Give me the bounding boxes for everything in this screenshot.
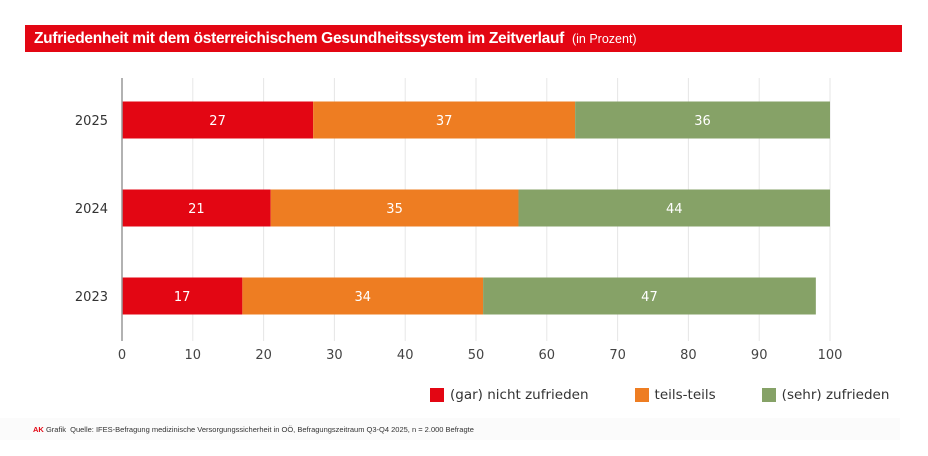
- bar-segment: [575, 101, 830, 139]
- legend-label: (sehr) zufrieden: [781, 387, 890, 403]
- legend: (gar) nicht zufrieden teils-teils (sehr)…: [430, 387, 889, 403]
- chart-title: Zufriedenheit mit dem österreichischem G…: [34, 29, 564, 47]
- bar-value-label: 36: [694, 114, 711, 129]
- bar-segment: [122, 277, 243, 315]
- bar-value-label: 17: [174, 290, 191, 305]
- bar-segment: [483, 277, 816, 315]
- legend-item-nicht-zufrieden: (gar) nicht zufrieden: [430, 387, 589, 403]
- legend-label: (gar) nicht zufrieden: [450, 387, 589, 403]
- bar-value-label: 44: [666, 202, 683, 217]
- footer-band: [0, 418, 900, 440]
- bar-segment: [122, 189, 271, 227]
- bar-value-label: 47: [641, 290, 658, 305]
- y-category-label: 2024: [75, 202, 108, 217]
- axes: 0 10 20 30 40 50 60 70 80 90 100 2025 2024 2023: [75, 78, 843, 363]
- bars: 27 37 36 21 35 44 17 34 47: [122, 101, 830, 315]
- bar-segment: [518, 189, 830, 227]
- bar-value-label: 35: [386, 202, 403, 217]
- legend-label: teils-teils: [654, 387, 716, 403]
- legend-item-zufrieden: (sehr) zufrieden: [761, 387, 890, 403]
- bar-value-label: 37: [436, 114, 453, 129]
- legend-swatch-green: [761, 388, 776, 402]
- x-tick-label: 30: [326, 348, 343, 363]
- legend-swatch-orange: [634, 388, 649, 402]
- footer-source: AK Grafik Quelle: IFES-Befragung medizin…: [33, 425, 474, 434]
- x-tick-label: 80: [680, 348, 697, 363]
- footer-label: Grafik: [45, 425, 66, 434]
- y-category-label: 2023: [75, 290, 108, 305]
- ak-logo-text: AK: [33, 425, 44, 434]
- chart-title-bar: Zufriedenheit mit dem österreichischem G…: [25, 25, 902, 52]
- x-tick-label: 60: [539, 348, 556, 363]
- y-category-label: 2025: [75, 114, 108, 129]
- bar-segment: [242, 277, 484, 315]
- bar-value-label: 34: [354, 290, 371, 305]
- x-tick-label: 90: [751, 348, 768, 363]
- x-tick-label: 70: [609, 348, 626, 363]
- bar-segment: [122, 101, 314, 139]
- x-tick-label: 40: [397, 348, 414, 363]
- x-tick-label: 10: [185, 348, 202, 363]
- legend-item-teils: teils-teils: [634, 387, 716, 403]
- bar-value-label: 21: [188, 202, 205, 217]
- footer-source-text: Quelle: IFES-Befragung medizinische Vers…: [70, 425, 474, 434]
- legend-swatch-red: [430, 388, 444, 402]
- x-tick-label: 100: [818, 348, 843, 363]
- bar-segment: [313, 101, 576, 139]
- chart-subtitle: (in Prozent): [571, 31, 637, 46]
- bar-value-label: 27: [209, 114, 226, 129]
- x-tick-label: 50: [468, 348, 485, 363]
- x-tick-label: 20: [255, 348, 272, 363]
- bar-segment: [270, 189, 519, 227]
- x-tick-label: 0: [118, 348, 126, 363]
